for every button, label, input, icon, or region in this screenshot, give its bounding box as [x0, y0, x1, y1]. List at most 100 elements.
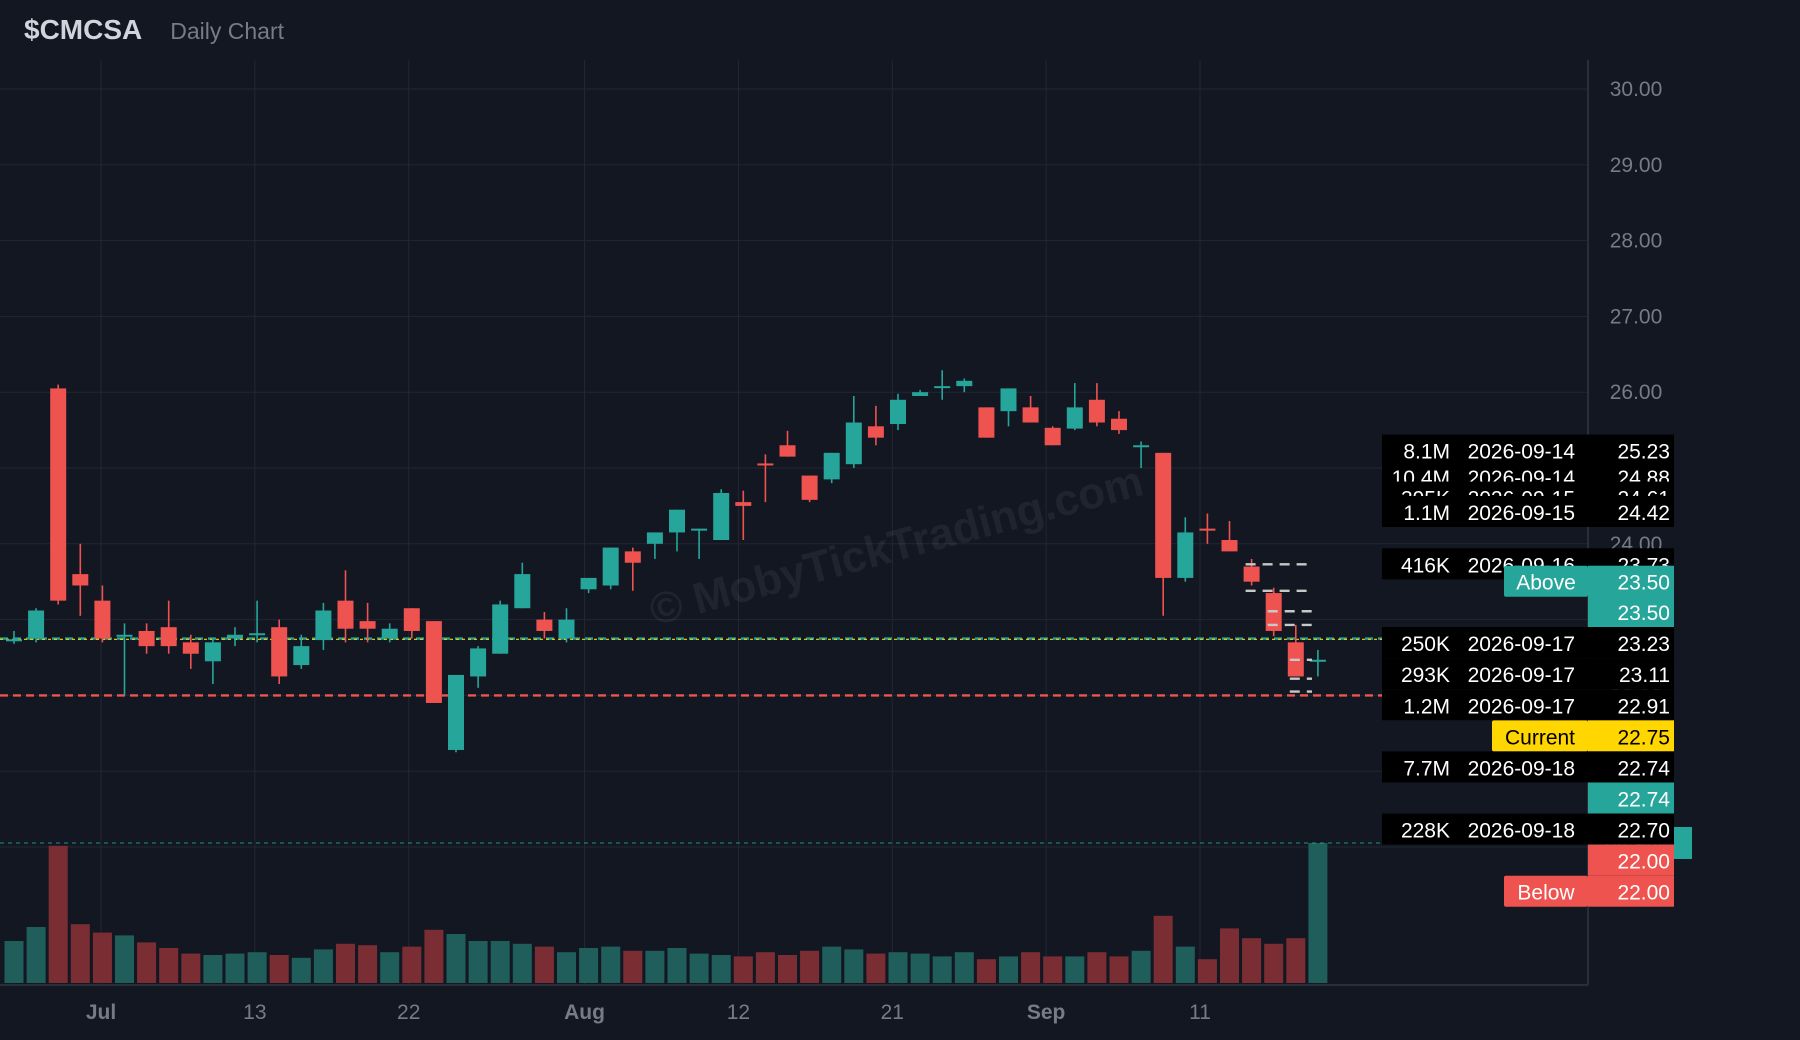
candle-body: [116, 634, 133, 637]
price-label-volume: 8.1M: [1403, 441, 1450, 464]
candle-body: [182, 642, 199, 654]
volume-bar: [137, 942, 157, 983]
volume-bar: [534, 946, 554, 983]
price-label-row: 23.23 250K 2026-09-17: [1382, 627, 1674, 659]
price-label-volume: 293K: [1401, 664, 1450, 687]
candle-body: [536, 619, 553, 631]
candle-body: [956, 380, 973, 387]
price-label-volume: 7.7M: [1403, 757, 1450, 780]
candle-body: [779, 445, 796, 457]
price-label-date: 2026-09-18: [1468, 757, 1575, 780]
x-tick-label: 22: [397, 1001, 420, 1024]
price-label-row: 23.50 Above: [1504, 565, 1674, 597]
y-tick-label: 29.00: [1610, 154, 1663, 177]
price-label-badge: [1588, 782, 1674, 814]
candle-body: [315, 610, 332, 641]
candle-body: [1199, 528, 1216, 531]
x-tick-label: 21: [881, 1001, 904, 1024]
volume-bar: [755, 952, 775, 983]
volume-bar: [291, 957, 311, 983]
candle-body: [425, 621, 442, 703]
volume-bar: [380, 952, 400, 983]
price-label-badge: [1588, 751, 1674, 783]
volume-bar: [800, 950, 820, 983]
volume-bar: [48, 845, 68, 983]
price-label-row: 22.91 1.2M 2026-09-17: [1382, 689, 1674, 721]
price-labels: 64.98M25.238.1M2026-09-1424.8810.4M2026-…: [1382, 434, 1692, 907]
candle-body: [691, 528, 708, 531]
volume-bar: [645, 950, 665, 983]
price-label-value: 22.70: [1617, 820, 1670, 843]
volume-bar: [1286, 938, 1306, 983]
price-label-info-bg: [1382, 627, 1588, 659]
volume-bar: [1308, 843, 1328, 983]
candle-body: [72, 574, 89, 586]
price-label-date: 2026-09-14: [1468, 441, 1576, 464]
candle-body: [94, 600, 111, 639]
candle-body: [669, 509, 685, 533]
y-tick-label: 30.00: [1610, 78, 1663, 101]
volume-bar: [269, 955, 289, 983]
candle-body: [1177, 532, 1194, 578]
volume-bar: [667, 948, 687, 983]
volume-bar: [932, 956, 952, 983]
volume-bar: [313, 949, 333, 983]
candle-body: [1111, 418, 1127, 431]
volume-bar: [954, 952, 974, 983]
price-label-row: 22.00 Below: [1504, 875, 1674, 907]
candle-body: [249, 633, 266, 636]
price-label-value: 22.75: [1617, 726, 1670, 749]
candle-body: [204, 642, 221, 662]
volume-bar: [468, 941, 488, 983]
candle-body: [6, 639, 22, 642]
ticker-symbol: $CMCSA: [24, 14, 143, 45]
candle-body: [912, 392, 929, 396]
candle-body: [735, 502, 752, 506]
price-label-row: 22.70 228K 2026-09-18: [1382, 813, 1674, 845]
volume-bar: [689, 953, 709, 983]
candle-body: [403, 608, 420, 631]
x-tick-label: Jul: [86, 1001, 116, 1024]
price-label-volume: 250K: [1401, 633, 1450, 656]
price-label-badge: [1588, 565, 1674, 597]
volume-bar: [1065, 956, 1085, 983]
volume-bar: [225, 953, 245, 983]
price-label-info-bg: [1382, 689, 1588, 721]
price-levels: [0, 637, 1588, 697]
price-label-date: 2026-09-17: [1468, 695, 1575, 718]
volume-bar: [446, 934, 466, 983]
volume-bar: [601, 946, 621, 983]
price-label-value: 23.11: [1619, 664, 1670, 687]
candle-body: [558, 619, 575, 639]
candle-body: [624, 551, 641, 563]
price-label-row: 23.50: [1588, 596, 1674, 628]
price-label-volume: 416K: [1401, 554, 1450, 577]
candle-body: [823, 452, 840, 480]
price-label-tag: [1504, 875, 1588, 907]
price-label-row: 22.74: [1588, 782, 1674, 814]
candle-body: [580, 577, 597, 590]
y-tick-label: 28.00: [1610, 230, 1663, 253]
volume-bars: [0, 842, 1588, 983]
price-label-date: 2026-09-18: [1468, 820, 1575, 843]
price-label-value: 23.50: [1617, 602, 1670, 625]
candle-body: [890, 399, 906, 425]
volume-bar: [1131, 950, 1151, 983]
candle-body: [1044, 427, 1061, 446]
volume-bar: [1175, 946, 1195, 983]
grid: [0, 60, 1588, 985]
candle-body: [359, 621, 376, 629]
price-label-tag: [1504, 565, 1588, 597]
price-label-value: 23.50: [1617, 572, 1670, 595]
volume-bar: [336, 943, 355, 983]
volume-bar: [1043, 956, 1063, 983]
volume-bar: [512, 943, 532, 983]
candle-body: [1243, 566, 1260, 582]
volume-bar: [844, 949, 864, 983]
volume-bar: [70, 924, 90, 983]
candle-body: [492, 604, 509, 654]
price-label-row: 23.11 293K 2026-09-17: [1382, 658, 1674, 690]
volume-bar: [1021, 952, 1041, 983]
price-label-badge: [1588, 627, 1674, 659]
price-label-tag-text: Current: [1505, 726, 1575, 749]
